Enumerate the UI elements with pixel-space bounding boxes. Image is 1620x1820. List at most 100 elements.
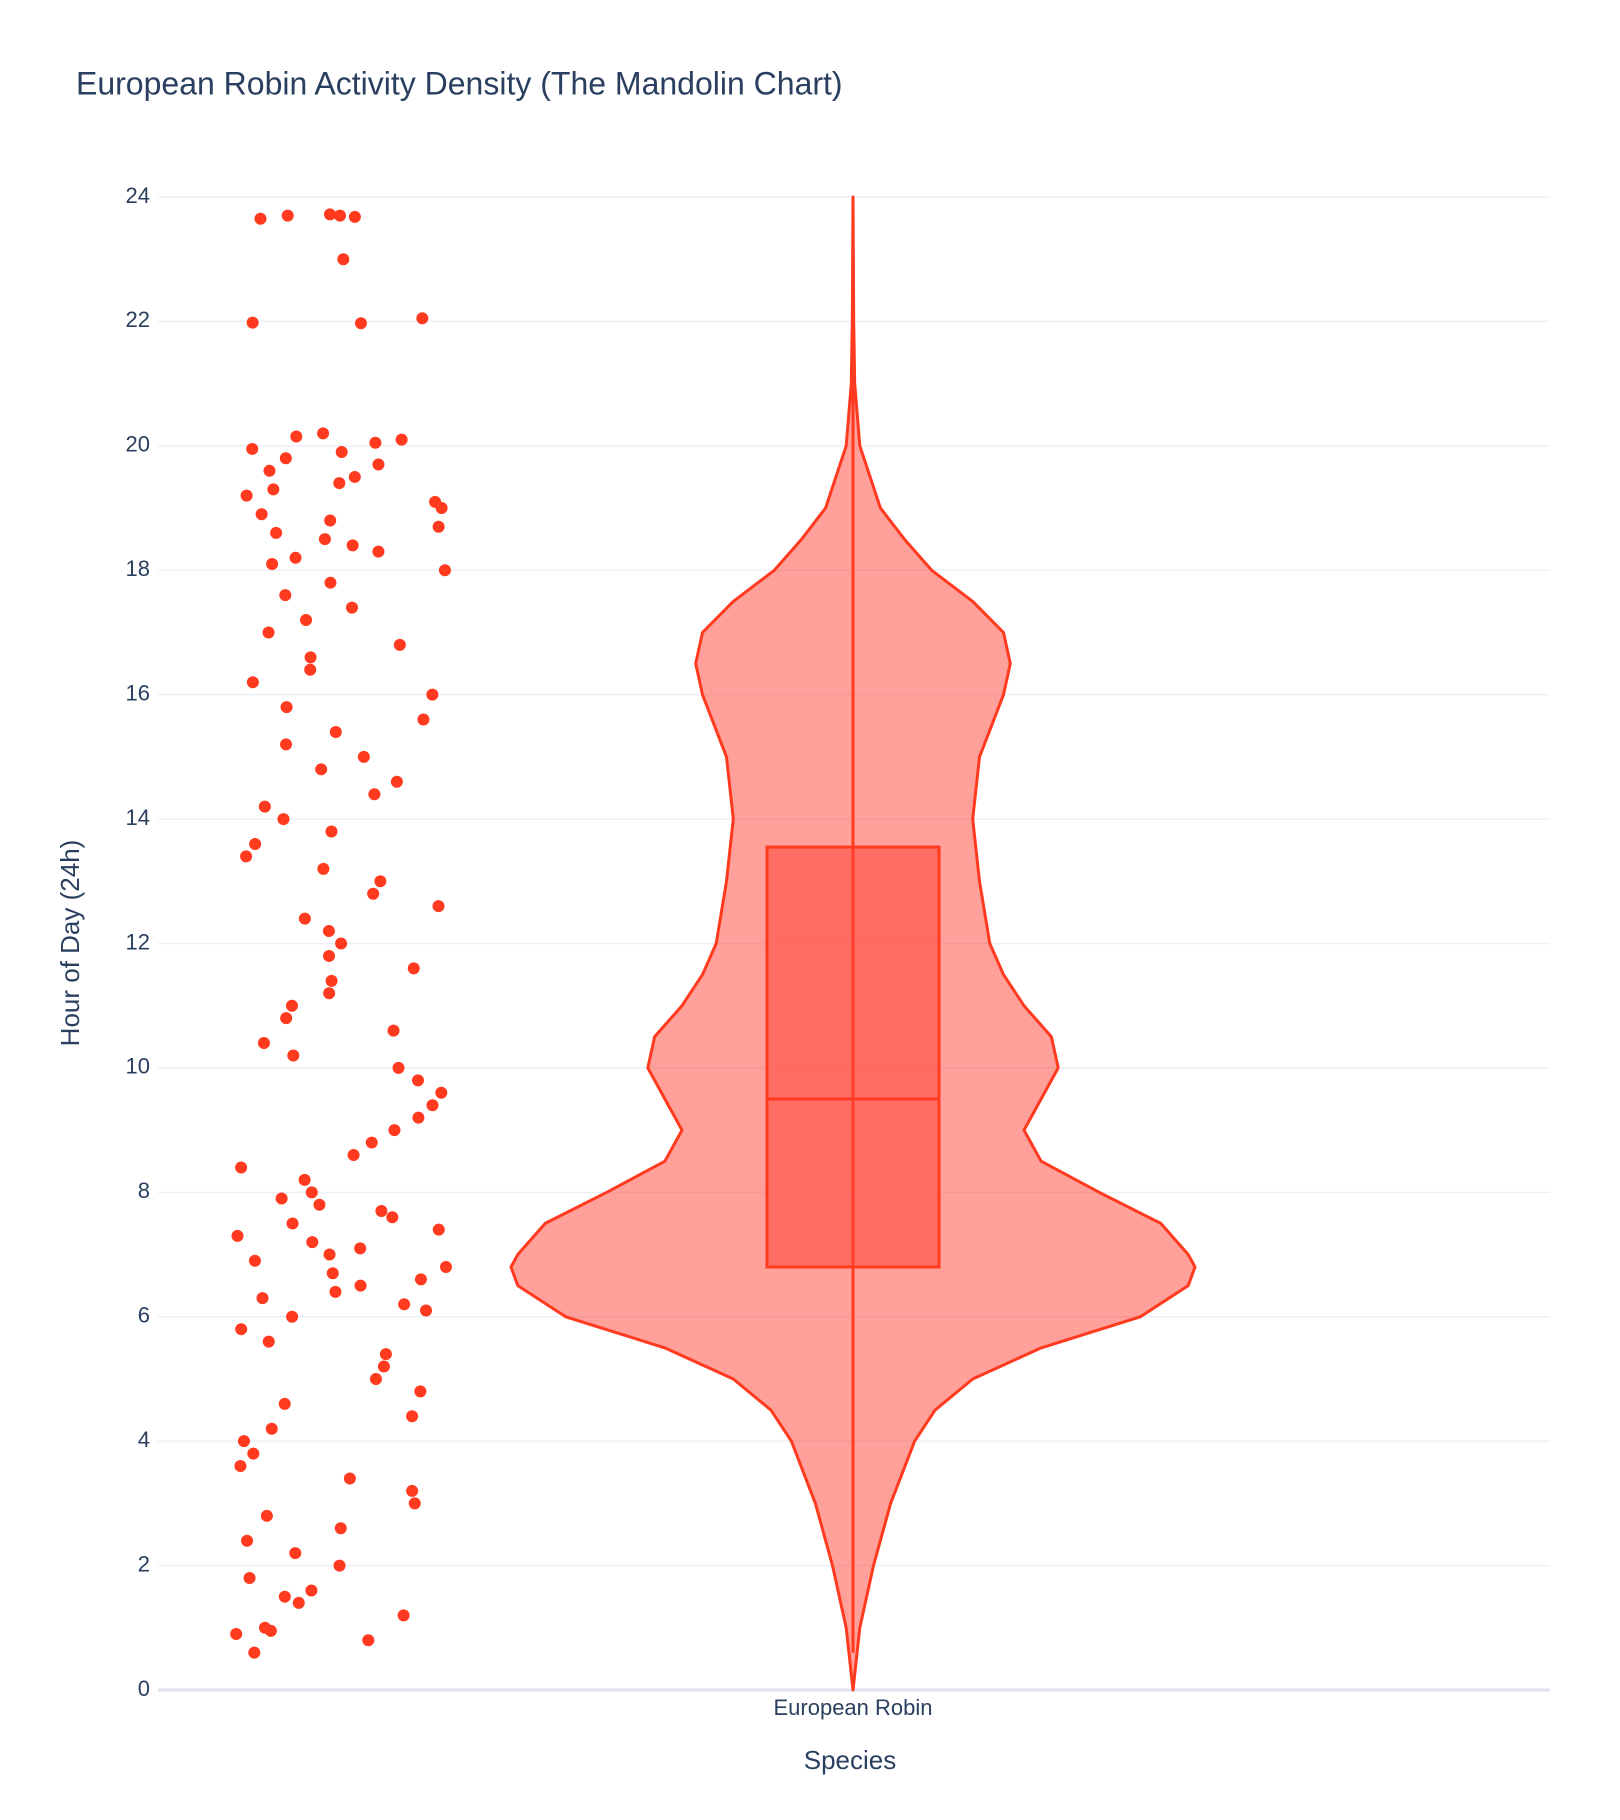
point [374, 875, 387, 888]
point [281, 209, 294, 222]
y-tick-label: 2 [138, 1551, 150, 1576]
point [246, 316, 259, 329]
point [362, 1634, 375, 1647]
point [386, 1211, 399, 1224]
point [249, 837, 262, 850]
point [256, 1292, 269, 1305]
point [285, 999, 298, 1012]
box [765, 845, 941, 1269]
point [262, 1335, 275, 1348]
point [414, 1385, 427, 1398]
y-tick-label: 12 [126, 929, 150, 954]
point [335, 446, 348, 459]
point [241, 1534, 254, 1547]
point [335, 937, 348, 950]
point [408, 1497, 421, 1510]
point [286, 1310, 299, 1323]
point [435, 1086, 448, 1099]
point [416, 312, 429, 325]
point [337, 253, 350, 266]
point [333, 209, 346, 222]
y-tick-label: 6 [138, 1303, 150, 1328]
point [406, 1410, 419, 1423]
point [323, 208, 336, 221]
point [289, 1547, 302, 1560]
point [412, 1111, 425, 1124]
point [254, 212, 267, 225]
point [277, 813, 290, 826]
point [305, 1584, 318, 1597]
point [263, 464, 276, 477]
y-tick-label: 20 [126, 432, 150, 457]
point [279, 589, 292, 602]
point [346, 539, 359, 552]
point [247, 1447, 260, 1460]
point [348, 210, 361, 223]
point [426, 688, 439, 701]
point [333, 1559, 346, 1572]
chart-title: European Robin Activity Density (The Man… [76, 65, 843, 101]
point [267, 483, 280, 496]
point [354, 1279, 367, 1292]
point [323, 949, 336, 962]
point [317, 862, 330, 875]
point [347, 1149, 360, 1162]
y-tick-label: 8 [138, 1178, 150, 1203]
point [255, 508, 268, 521]
point [317, 427, 330, 440]
point [240, 850, 253, 863]
point [265, 1422, 278, 1435]
point [432, 1223, 445, 1236]
y-tick-label: 18 [126, 556, 150, 581]
point [329, 1285, 342, 1298]
point [426, 1099, 439, 1112]
point [264, 1624, 277, 1637]
y-tick-label: 14 [126, 805, 150, 830]
point [270, 526, 283, 539]
point [329, 725, 342, 738]
point [280, 1012, 293, 1025]
point [306, 1236, 319, 1249]
point [235, 1161, 248, 1174]
point [438, 564, 451, 577]
point [365, 1136, 378, 1149]
point [278, 1397, 291, 1410]
y-tick-label: 16 [126, 680, 150, 705]
y-tick-label: 24 [126, 183, 150, 208]
point [246, 676, 259, 689]
point [280, 738, 293, 751]
point [237, 1435, 250, 1448]
point [343, 1472, 356, 1485]
point [406, 1484, 419, 1497]
point [334, 1522, 347, 1535]
point [377, 1360, 390, 1373]
point [315, 763, 328, 776]
point [372, 545, 385, 558]
point [305, 1186, 318, 1199]
point [262, 626, 275, 639]
point [275, 1192, 288, 1205]
point [407, 962, 420, 975]
point [243, 1572, 256, 1585]
point [298, 912, 311, 925]
y-axis-title: Hour of Day (24h) [55, 840, 85, 1047]
point [300, 614, 313, 627]
point [287, 1049, 300, 1062]
point [234, 1460, 247, 1473]
point [248, 1646, 261, 1659]
point [379, 1348, 392, 1361]
point [432, 900, 445, 913]
y-tick-label: 22 [126, 307, 150, 332]
point [266, 558, 279, 571]
point [435, 502, 448, 515]
y-tick-label: 4 [138, 1427, 150, 1452]
point [231, 1229, 244, 1242]
point [393, 638, 406, 651]
point [439, 1260, 452, 1273]
point [323, 1248, 336, 1261]
point [354, 1242, 367, 1255]
point [387, 1024, 400, 1037]
point [278, 1590, 291, 1603]
point [292, 1596, 305, 1609]
